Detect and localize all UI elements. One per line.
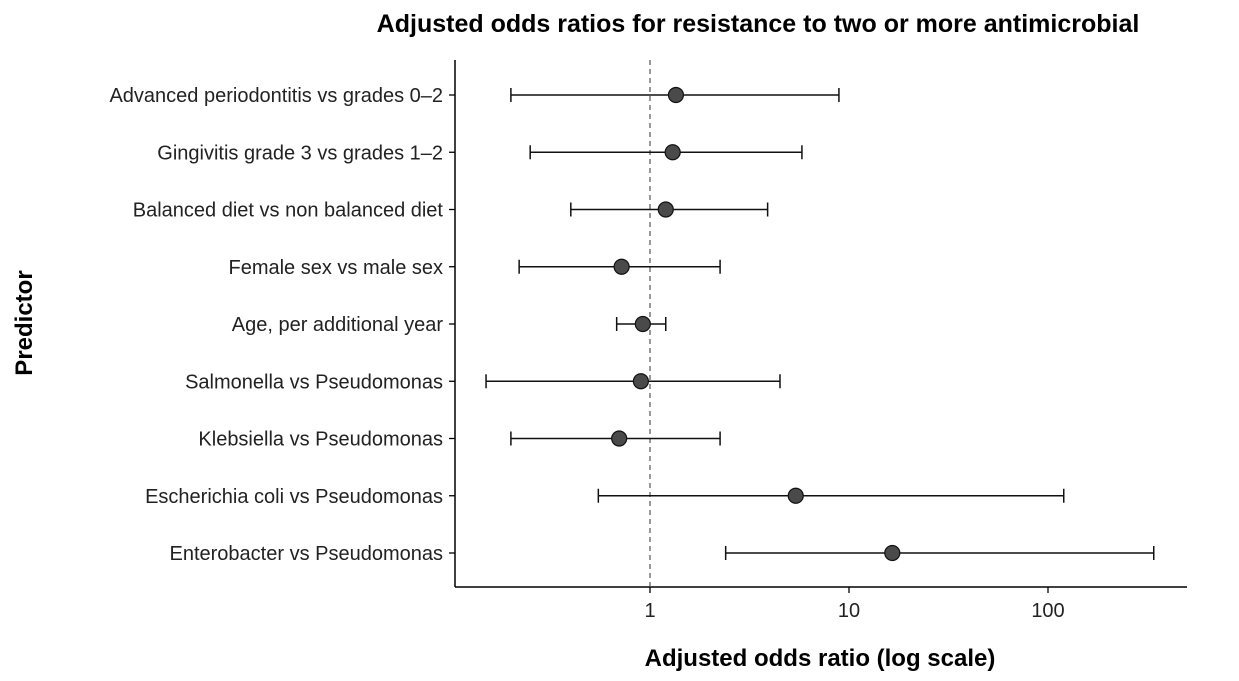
odds-ratio-point	[664, 144, 681, 161]
x-axis-title: Adjusted odds ratio (log scale)	[645, 645, 996, 672]
odds-ratio-point	[611, 430, 628, 447]
odds-ratio-point	[787, 487, 804, 504]
odds-ratio-point	[657, 201, 674, 218]
odds-ratio-point	[613, 258, 630, 275]
x-tick-label: 1	[644, 600, 655, 622]
y-tick-label: Salmonella vs Pseudomonas	[185, 371, 443, 393]
y-tick-label: Enterobacter vs Pseudomonas	[170, 543, 444, 565]
odds-ratio-point	[634, 315, 651, 333]
y-tick-label: Balanced diet vs non balanced diet	[133, 200, 444, 222]
y-tick-label: Klebsiella vs Pseudomonas	[198, 429, 443, 451]
y-tick-label: Female sex vs male sex	[228, 257, 443, 279]
x-tick-label: 10	[838, 600, 860, 622]
x-tick-label: 100	[1031, 600, 1064, 622]
y-tick-label: Advanced periodontitis vs grades 0–2	[109, 85, 443, 107]
y-tick-label: Gingivitis grade 3 vs grades 1–2	[157, 142, 443, 164]
plot-area: 1 10 100 Advanced periodontitis vs grades 0…	[109, 60, 1187, 622]
chart-title: Adjusted odds ratios for resistance to t…	[377, 10, 1140, 38]
y-tick-label: Age, per additional year	[232, 314, 444, 336]
y-axis-title: Predictor	[11, 270, 38, 375]
odds-ratio-point	[632, 373, 649, 390]
y-tick-label: Escherichia coli vs Pseudomonas	[145, 486, 443, 508]
odds-ratio-point	[884, 544, 901, 562]
odds-ratio-point	[667, 86, 685, 104]
